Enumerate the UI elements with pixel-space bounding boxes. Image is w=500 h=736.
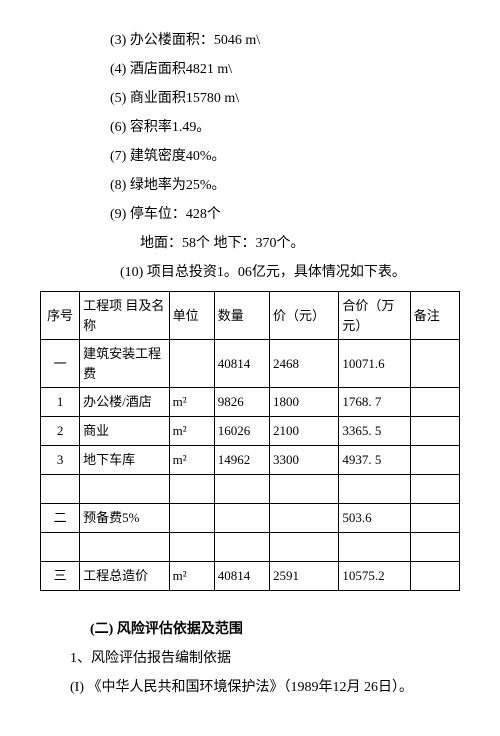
list-item-10: (10) 项目总投资1。06亿元，具体情况如下表。 [40, 262, 460, 283]
table-cell: 1768. 7 [339, 388, 410, 417]
table-cell [410, 446, 459, 475]
table-cell: m² [169, 446, 214, 475]
table-cell [169, 475, 214, 504]
sub-item-9: 地面：58个 地下：370个。 [40, 233, 460, 254]
table-cell [410, 504, 459, 533]
table-cell: 一 [41, 340, 80, 388]
table-cell: 14962 [214, 446, 269, 475]
table-cell [214, 504, 269, 533]
table-cell: 1800 [270, 388, 339, 417]
header-cell: 数量 [214, 292, 269, 340]
table-cell: 工程总造价 [80, 562, 169, 591]
table-cell [41, 533, 80, 562]
table-cell: 10071.6 [339, 340, 410, 388]
table-cell [410, 533, 459, 562]
table-cell: m² [169, 562, 214, 591]
table-cell [214, 475, 269, 504]
header-cell: 工程项 目及名称 [80, 292, 169, 340]
table-cell: 办公楼/酒店 [80, 388, 169, 417]
table-cell: 2100 [270, 417, 339, 446]
table-cell [410, 388, 459, 417]
table-cell: m² [169, 417, 214, 446]
table-cell: 4937. 5 [339, 446, 410, 475]
table-cell: m² [169, 388, 214, 417]
table-cell [410, 475, 459, 504]
table-cell: 1 [41, 388, 80, 417]
table-cell: 3300 [270, 446, 339, 475]
list-item-4: (4) 酒店面积4821 m\ [40, 59, 460, 80]
table-cell [169, 340, 214, 388]
table-cell: 503.6 [339, 504, 410, 533]
table-cell [410, 562, 459, 591]
header-cell: 合价（万元） [339, 292, 410, 340]
table-cell: 二 [41, 504, 80, 533]
table-cell: 16026 [214, 417, 269, 446]
section-title: (二) 风险评估依据及范围 [40, 619, 460, 640]
table-cell [80, 533, 169, 562]
table-cell: 10575.2 [339, 562, 410, 591]
table-cell: 2591 [270, 562, 339, 591]
list-item-6: (6) 容积率1.49。 [40, 117, 460, 138]
table-cell [80, 475, 169, 504]
table-cell [169, 504, 214, 533]
header-cell: 价（元） [270, 292, 339, 340]
list-item-8: (8) 绿地率为25%。 [40, 175, 460, 196]
table-cell: 2468 [270, 340, 339, 388]
table-cell: 地下车库 [80, 446, 169, 475]
table-cell [270, 533, 339, 562]
header-cell: 序号 [41, 292, 80, 340]
law-item: (I) 《中华人民共和国环境保护法》（1989年12月 26日）。 [40, 677, 460, 698]
table-cell: 3365. 5 [339, 417, 410, 446]
table-cell [410, 340, 459, 388]
table-cell: 商业 [80, 417, 169, 446]
header-cell: 单位 [169, 292, 214, 340]
investment-table: 序号工程项 目及名称单位数量价（元）合价（万元）备注一建筑安装工程费408142… [40, 291, 460, 591]
table-cell [410, 417, 459, 446]
list-item-5: (5) 商业面积15780 m\ [40, 88, 460, 109]
table-cell: 三 [41, 562, 80, 591]
table-cell: 40814 [214, 562, 269, 591]
table-cell [339, 533, 410, 562]
header-cell: 备注 [410, 292, 459, 340]
table-cell: 预备费5% [80, 504, 169, 533]
list-item-9: (9) 停车位：428个 [40, 204, 460, 225]
table-cell: 2 [41, 417, 80, 446]
list-item-3: (3) 办公楼面积：5046 m\ [40, 30, 460, 51]
table-cell [214, 533, 269, 562]
table-cell [339, 475, 410, 504]
table-cell [41, 475, 80, 504]
table-cell [169, 533, 214, 562]
table-cell: 建筑安装工程费 [80, 340, 169, 388]
table-cell [270, 475, 339, 504]
table-cell: 40814 [214, 340, 269, 388]
table-cell [270, 504, 339, 533]
table-cell: 3 [41, 446, 80, 475]
list-item-7: (7) 建筑密度40%。 [40, 146, 460, 167]
table-cell: 9826 [214, 388, 269, 417]
